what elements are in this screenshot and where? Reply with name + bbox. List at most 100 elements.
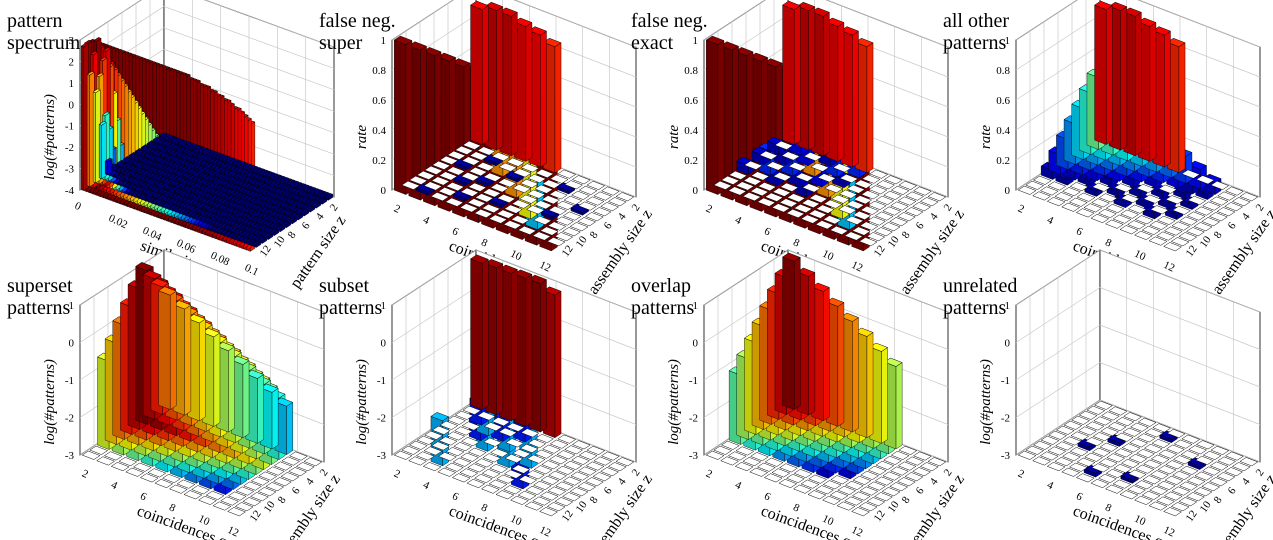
floor-cell	[743, 176, 762, 186]
floor-cell	[1084, 437, 1104, 447]
floor-cell	[1075, 208, 1095, 218]
z-tick-label: 8	[900, 494, 913, 506]
y-axis-label: log(#patterns)	[666, 359, 682, 445]
floor-cell	[1091, 198, 1110, 208]
floor-cell	[593, 191, 613, 201]
floor-cell	[593, 456, 613, 466]
bar	[513, 17, 533, 27]
floor-cell	[490, 183, 509, 193]
floor-cell	[1136, 448, 1156, 459]
floor-cell	[584, 477, 604, 487]
floor-cell	[1179, 481, 1198, 491]
x-tick-label: 8	[1103, 501, 1114, 514]
floor-cell	[451, 473, 471, 483]
floor-cell	[1105, 468, 1125, 479]
floor-cell	[919, 197, 939, 207]
bar	[499, 7, 518, 17]
bar	[1188, 160, 1208, 170]
floor-cell	[431, 176, 450, 186]
bar-front	[808, 272, 816, 416]
floor-cell	[110, 462, 130, 472]
bar	[854, 327, 874, 337]
bar	[854, 37, 874, 48]
z-tick-label: 4	[304, 476, 317, 488]
bar	[484, 1, 504, 11]
floor-cell	[491, 417, 511, 427]
floor-cell	[896, 477, 916, 487]
panel-title: false neg.	[631, 10, 708, 32]
floor-cell	[423, 181, 443, 191]
panel-superset-patterns: supersetpatterns10-1-2-3log(#patterns)24…	[7, 249, 344, 540]
x-tick-label: 4	[421, 214, 432, 227]
floor-cell	[1112, 214, 1132, 224]
bar	[869, 342, 889, 352]
floor-cell	[815, 204, 835, 214]
bar	[216, 341, 236, 352]
floor-cell	[1142, 475, 1162, 485]
floor-cell	[234, 502, 254, 512]
z-tick-label: 2	[630, 202, 643, 213]
floor-cell	[503, 485, 522, 495]
y-tick-label: -3	[689, 450, 699, 462]
floor-cell	[808, 193, 828, 204]
y-tick-label: 3	[69, 35, 75, 47]
floor-cell	[462, 405, 482, 415]
floor-cell	[526, 470, 545, 480]
floor-cell	[578, 185, 598, 195]
floor-cell	[904, 472, 924, 482]
floor-cell	[897, 461, 917, 471]
panel-title: pattern	[7, 10, 63, 32]
floor-cell	[1055, 441, 1074, 451]
z-tick-label: 10	[1198, 499, 1214, 515]
floor-cell	[1104, 219, 1124, 229]
floor-cell	[526, 205, 545, 215]
bar-front	[242, 360, 250, 439]
floor-cell	[1239, 457, 1259, 467]
bar-front	[852, 317, 859, 433]
floor-cell	[852, 475, 872, 485]
floor-cell	[1170, 502, 1190, 512]
floor-cell	[488, 214, 508, 224]
floor-cell	[265, 482, 285, 492]
x-axis-label: coincidences c	[135, 502, 229, 540]
bar	[259, 383, 279, 393]
floor-cell	[524, 501, 544, 511]
floor-cell	[795, 172, 814, 182]
floor-cell	[1107, 422, 1127, 432]
floor-cell	[1201, 482, 1221, 492]
floor-cell	[1165, 195, 1185, 205]
floor-cell	[735, 446, 755, 456]
floor-cell	[533, 200, 553, 210]
x-tick-label: 10	[196, 513, 211, 529]
floor-cell	[1063, 420, 1083, 430]
x-tick-label: 0.1	[243, 262, 261, 279]
floor-cell	[1156, 215, 1176, 225]
x-tick-label: 4	[421, 479, 432, 492]
bar-front	[1149, 22, 1157, 162]
floor-cell	[162, 473, 181, 484]
floor-cell	[444, 197, 464, 207]
floor-cell	[469, 151, 489, 161]
x-tick-label: 6	[762, 225, 773, 238]
floor-cell	[467, 182, 487, 192]
floor-cell	[517, 225, 537, 235]
floor-cell	[578, 450, 598, 460]
floor-cell	[1148, 501, 1168, 511]
x-tick-label: 4	[109, 479, 120, 492]
floor-cell	[468, 167, 488, 177]
floor-cell	[481, 468, 501, 479]
floor-cell	[874, 476, 894, 486]
z-tick-label: 6	[300, 220, 313, 232]
floor-cell	[1195, 175, 1215, 185]
floor-cell	[512, 448, 532, 459]
floor-cell	[546, 237, 566, 247]
floor-cell	[759, 150, 778, 160]
bar	[408, 41, 428, 51]
floor-cell	[526, 454, 546, 464]
floor-cell	[1202, 450, 1222, 460]
floor-cell	[490, 448, 509, 458]
x-tick-label: 2	[392, 468, 402, 481]
floor-cell	[183, 490, 203, 500]
floor-cell	[303, 457, 323, 467]
